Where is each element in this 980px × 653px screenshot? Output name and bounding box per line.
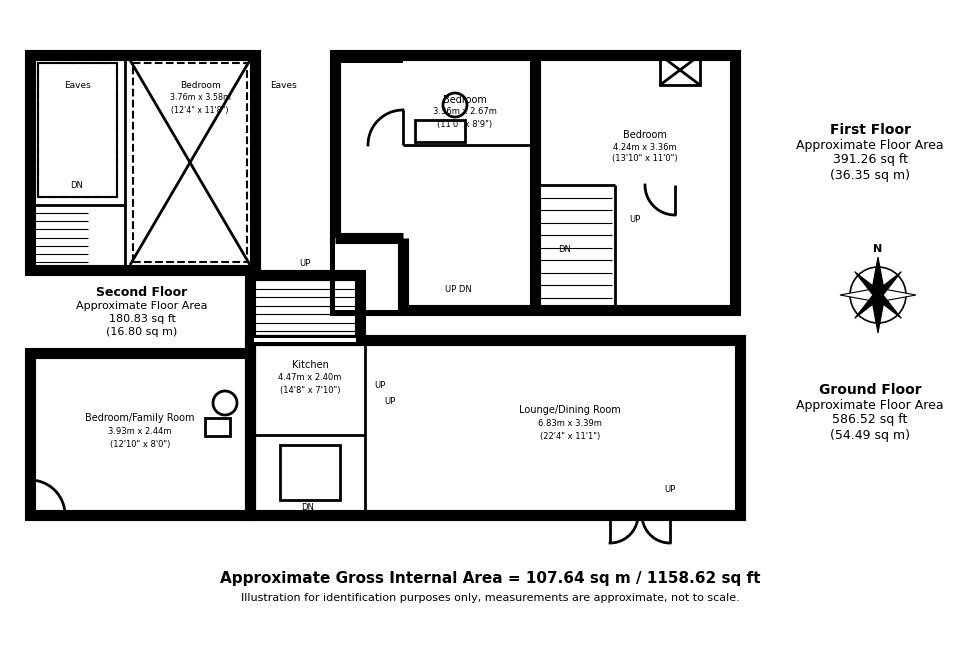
Text: Bedroom: Bedroom — [443, 95, 487, 105]
Text: UP: UP — [384, 398, 396, 407]
Text: 391.26 sq ft: 391.26 sq ft — [832, 153, 907, 167]
Bar — [335, 55, 403, 63]
Bar — [250, 340, 740, 515]
Text: (12'4" x 11'8"): (12'4" x 11'8") — [172, 106, 228, 116]
Text: UP: UP — [374, 381, 385, 389]
Text: UP: UP — [299, 259, 311, 268]
Bar — [660, 55, 700, 85]
Text: Approximate Floor Area: Approximate Floor Area — [796, 138, 944, 151]
Circle shape — [213, 391, 237, 415]
Text: Eaves: Eaves — [270, 80, 296, 89]
Polygon shape — [855, 292, 881, 318]
Text: 586.52 sq ft: 586.52 sq ft — [832, 413, 907, 426]
Text: Bedroom: Bedroom — [179, 80, 220, 89]
Text: 3.36m x 2.67m: 3.36m x 2.67m — [433, 108, 497, 116]
Text: 3.93m x 2.44m: 3.93m x 2.44m — [108, 426, 172, 436]
Bar — [133, 63, 247, 262]
Bar — [205, 418, 230, 436]
Text: Second Floor: Second Floor — [96, 285, 187, 298]
Text: Bedroom/Family Room: Bedroom/Family Room — [85, 413, 195, 423]
Text: Approximate Floor Area: Approximate Floor Area — [796, 398, 944, 411]
Text: N: N — [873, 244, 883, 254]
Text: 6.83m x 3.39m: 6.83m x 3.39m — [538, 419, 602, 428]
Text: (36.35 sq m): (36.35 sq m) — [830, 168, 910, 182]
Text: (22'4" x 11'1"): (22'4" x 11'1") — [540, 432, 600, 441]
Text: First Floor: First Floor — [829, 123, 910, 137]
Text: (16.80 sq m): (16.80 sq m) — [107, 327, 177, 337]
Polygon shape — [878, 288, 916, 302]
Text: 4.24m x 3.36m: 4.24m x 3.36m — [613, 142, 677, 151]
Text: Eaves: Eaves — [64, 80, 90, 89]
Bar — [38, 63, 117, 197]
Text: Lounge/Dining Room: Lounge/Dining Room — [519, 405, 621, 415]
Polygon shape — [875, 272, 902, 298]
Text: 4.47m x 2.40m: 4.47m x 2.40m — [278, 372, 342, 381]
Bar — [415, 120, 465, 142]
Text: 180.83 sq ft: 180.83 sq ft — [109, 314, 175, 324]
Bar — [38, 63, 117, 197]
Polygon shape — [871, 295, 885, 333]
Text: 3.76m x 3.58m: 3.76m x 3.58m — [170, 93, 230, 103]
Polygon shape — [840, 288, 878, 302]
Bar — [30, 353, 250, 515]
Text: (54.49 sq m): (54.49 sq m) — [830, 428, 910, 441]
Circle shape — [850, 267, 906, 323]
Text: UP: UP — [629, 215, 641, 225]
Text: Kitchen: Kitchen — [292, 360, 328, 370]
Bar — [30, 55, 255, 270]
Text: (12'10" x 8'0"): (12'10" x 8'0") — [110, 439, 171, 449]
Bar — [254, 338, 356, 342]
Text: Ground Floor: Ground Floor — [818, 383, 921, 397]
Bar — [415, 120, 465, 142]
Text: (13'10" x 11'0"): (13'10" x 11'0") — [612, 155, 678, 163]
Bar — [335, 55, 735, 310]
Text: (11'0" x 8'9"): (11'0" x 8'9") — [437, 119, 493, 129]
Polygon shape — [875, 292, 902, 318]
Text: DN: DN — [559, 246, 571, 255]
Text: Approximate Floor Area: Approximate Floor Area — [76, 301, 208, 311]
Text: Approximate Gross Internal Area = 107.64 sq m / 1158.62 sq ft: Approximate Gross Internal Area = 107.64… — [220, 571, 760, 586]
Text: UP: UP — [664, 485, 675, 494]
Text: (14'8" x 7'10"): (14'8" x 7'10") — [279, 385, 340, 394]
Polygon shape — [871, 257, 885, 295]
Bar — [335, 238, 403, 310]
Circle shape — [443, 93, 467, 117]
Bar — [250, 275, 360, 340]
Polygon shape — [855, 272, 881, 298]
Text: Bedroom: Bedroom — [623, 130, 667, 140]
Text: Illustration for identification purposes only, measurements are approximate, not: Illustration for identification purposes… — [241, 593, 739, 603]
Text: UP DN: UP DN — [445, 285, 471, 295]
Text: DN: DN — [71, 180, 83, 189]
Bar — [280, 445, 340, 500]
Text: DN: DN — [302, 503, 315, 511]
